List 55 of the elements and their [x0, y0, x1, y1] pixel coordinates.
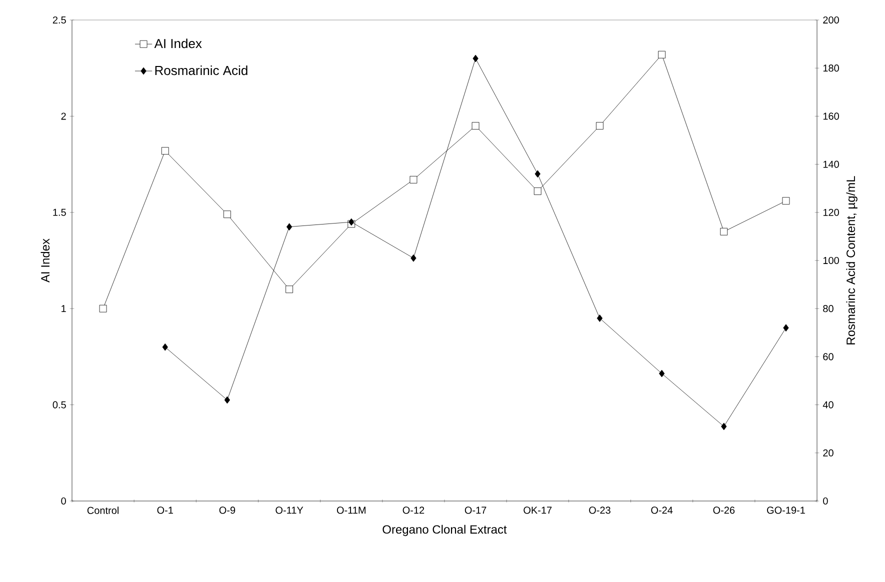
y2-tick-label: 160	[823, 112, 839, 120]
x-tick-label: O-1	[157, 506, 173, 514]
y2-tick-label: 20	[823, 449, 834, 456]
point	[721, 422, 727, 430]
x-tick-label: GO-19-1	[767, 506, 805, 514]
x-tick-label: O-11M	[336, 506, 366, 514]
point	[224, 396, 230, 404]
point	[720, 228, 728, 236]
x-tick-label: O-11Y	[276, 506, 304, 514]
point	[410, 254, 416, 262]
y2-tick-label: 40	[822, 401, 834, 408]
point	[534, 170, 540, 178]
point	[782, 197, 790, 205]
point	[472, 122, 480, 130]
point	[658, 50, 666, 58]
y2-tick-label: 120	[823, 208, 839, 216]
point	[286, 286, 293, 294]
point	[596, 314, 603, 322]
point	[472, 54, 478, 62]
x-tick-label: O-23	[589, 506, 610, 514]
y-tick-label: 2	[61, 112, 66, 120]
point	[596, 122, 604, 130]
y-tick-label: 1	[62, 305, 66, 312]
point	[534, 188, 542, 195]
x-tick-label: O-17	[464, 506, 486, 514]
point	[410, 176, 418, 184]
x-tick-label: O-24	[651, 506, 673, 514]
y2-tick-label: 60	[823, 353, 834, 360]
x-tick-label: Control	[87, 506, 118, 514]
y2-tick-label: 100	[823, 256, 839, 264]
legend-label: Rosmarinic Acid	[155, 66, 248, 76]
point	[658, 370, 665, 378]
y2-tick-label: 180	[823, 64, 839, 72]
y2-tick-label: 80	[823, 305, 834, 312]
y-tick-label: 0.5	[52, 401, 66, 408]
y-tick-label: 1.5	[53, 208, 66, 216]
point	[99, 304, 107, 312]
point	[286, 223, 292, 231]
point	[783, 324, 789, 332]
x-tick-label: O-26	[713, 506, 735, 514]
x-tick-label: OK-17	[524, 506, 552, 514]
y-tick-label: 2.5	[52, 16, 66, 24]
y2-tick-label: 200	[823, 16, 839, 24]
y-axis-title: AI Index	[40, 238, 50, 282]
y-tick-label: 0	[61, 497, 66, 505]
legend-label: AI Index	[154, 38, 202, 48]
y2-tick-label: 140	[823, 160, 839, 168]
point	[161, 147, 169, 155]
x-tick-label: O-9	[219, 506, 236, 514]
x-axis-title: Oregano Clonal Extract	[382, 524, 507, 536]
y2-axis-title: Rosmarinc Acid Content, µg/mL	[846, 176, 858, 344]
point	[162, 343, 168, 351]
x-tick-label: O-12	[402, 506, 424, 514]
y2-tick-label: 0	[823, 497, 828, 505]
point	[224, 210, 231, 218]
